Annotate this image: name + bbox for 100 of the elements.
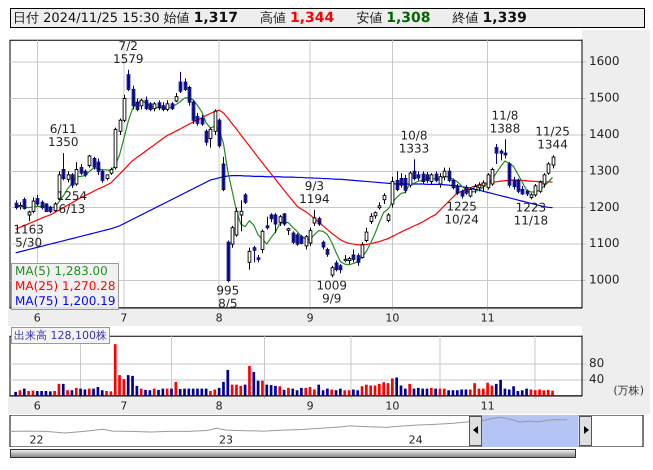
candlestick: [244, 192, 248, 205]
x-tick-label: 6: [34, 311, 41, 324]
chart-title: 出来高 128,100株: [11, 327, 110, 344]
candlestick: [348, 256, 352, 265]
x-tick-label: 11: [480, 311, 495, 324]
text: 終値: [452, 11, 479, 26]
x-tick-label: 23: [219, 433, 234, 446]
annotation: 11/25 1344: [535, 124, 570, 152]
text: 1,339: [482, 10, 527, 26]
candlestick: [218, 118, 222, 148]
bar: [442, 388, 446, 396]
candlestick: [74, 162, 78, 186]
x-tick-label: 10: [385, 399, 400, 412]
bar: [534, 390, 537, 396]
bar: [464, 389, 468, 396]
y-tick-label: 1300: [589, 163, 620, 178]
x-tick-label: 22: [30, 433, 44, 446]
bar: [356, 390, 360, 396]
bar: [244, 384, 246, 396]
bar: [525, 388, 528, 396]
candlestick: [18, 202, 22, 210]
candlestick: [174, 92, 178, 103]
text: MA(75) 1,200.19: [15, 294, 116, 309]
x-tick-label: 8: [216, 399, 223, 412]
candlestick: [360, 242, 364, 260]
bar: [196, 388, 199, 396]
bar: [187, 388, 190, 396]
bar: [334, 390, 338, 396]
x-tick-label: 10: [385, 311, 400, 324]
candlestick: [274, 212, 278, 234]
x-tick-label: 7: [120, 399, 128, 412]
candlestick: [248, 247, 252, 270]
candlestick: [364, 227, 368, 243]
x-tick-label: 11: [480, 399, 495, 412]
candlestick: [292, 230, 296, 245]
candlestick: [54, 202, 58, 213]
bar: [248, 366, 251, 396]
candlestick: [62, 152, 66, 181]
candlestick: [312, 209, 316, 226]
bar: [235, 384, 238, 396]
candlestick: [386, 212, 390, 223]
candlestick: [158, 100, 162, 111]
annotation: 1163 5/30: [13, 222, 44, 250]
candlestick: [490, 167, 494, 186]
bar: [317, 384, 320, 396]
annotation: 7/2 1579: [112, 38, 144, 66]
bar: [166, 388, 169, 396]
candlestick: [278, 214, 282, 226]
bar: [18, 390, 22, 396]
candlestick: [80, 163, 84, 176]
candlestick: [170, 102, 174, 111]
y-axis-title: (万株): [613, 383, 644, 398]
candlestick: [390, 176, 394, 208]
y-tick-label: 1200: [589, 200, 620, 214]
candlestick: [14, 200, 18, 210]
bar: [520, 390, 524, 396]
candlestick: [48, 205, 52, 214]
candlestick: [464, 184, 468, 196]
candlestick: [434, 170, 438, 183]
candlestick: [282, 212, 286, 226]
candlestick: [370, 212, 374, 225]
text: 日付 2024/11/25 15:30: [13, 11, 160, 26]
bar: [126, 375, 130, 396]
candlestick: [222, 156, 226, 192]
bar: [261, 380, 264, 396]
y-tick-label: 1400: [589, 126, 620, 141]
y-tick-label: 40: [589, 372, 604, 386]
candlestick: [404, 174, 408, 194]
candlestick: [478, 182, 482, 192]
text: MA(25) 1,270.28: [15, 279, 116, 294]
candlestick: [70, 172, 74, 189]
text: 始値: [164, 11, 190, 26]
bar: [551, 390, 554, 396]
annotation: 10/8 1333: [398, 128, 430, 156]
x-tick-label: 6: [34, 399, 41, 412]
bar: [404, 388, 407, 396]
text: 安値: [356, 11, 382, 26]
candlestick: [140, 98, 144, 110]
bar: [105, 391, 108, 396]
annotation: 6/11 1350: [48, 122, 79, 150]
bar: [131, 376, 134, 396]
bar: [308, 387, 312, 396]
bar: [412, 388, 416, 396]
bar: [92, 388, 95, 396]
bar: [456, 390, 459, 396]
annotation: 995 8/5: [216, 283, 240, 310]
annotation: 9/3 1194: [299, 178, 330, 206]
bar: [140, 388, 143, 396]
candlestick: [252, 245, 256, 263]
bar: [62, 384, 65, 396]
bar: [395, 378, 398, 396]
y-tick-label: 1600: [589, 54, 620, 68]
bar: [490, 385, 494, 396]
bar: [374, 385, 376, 396]
x-tick-label: 9: [306, 311, 314, 324]
candlestick: [338, 264, 342, 274]
x-tick-label: 9: [306, 399, 314, 412]
bar: [348, 390, 350, 396]
bar: [204, 388, 208, 396]
bar: [274, 386, 277, 396]
